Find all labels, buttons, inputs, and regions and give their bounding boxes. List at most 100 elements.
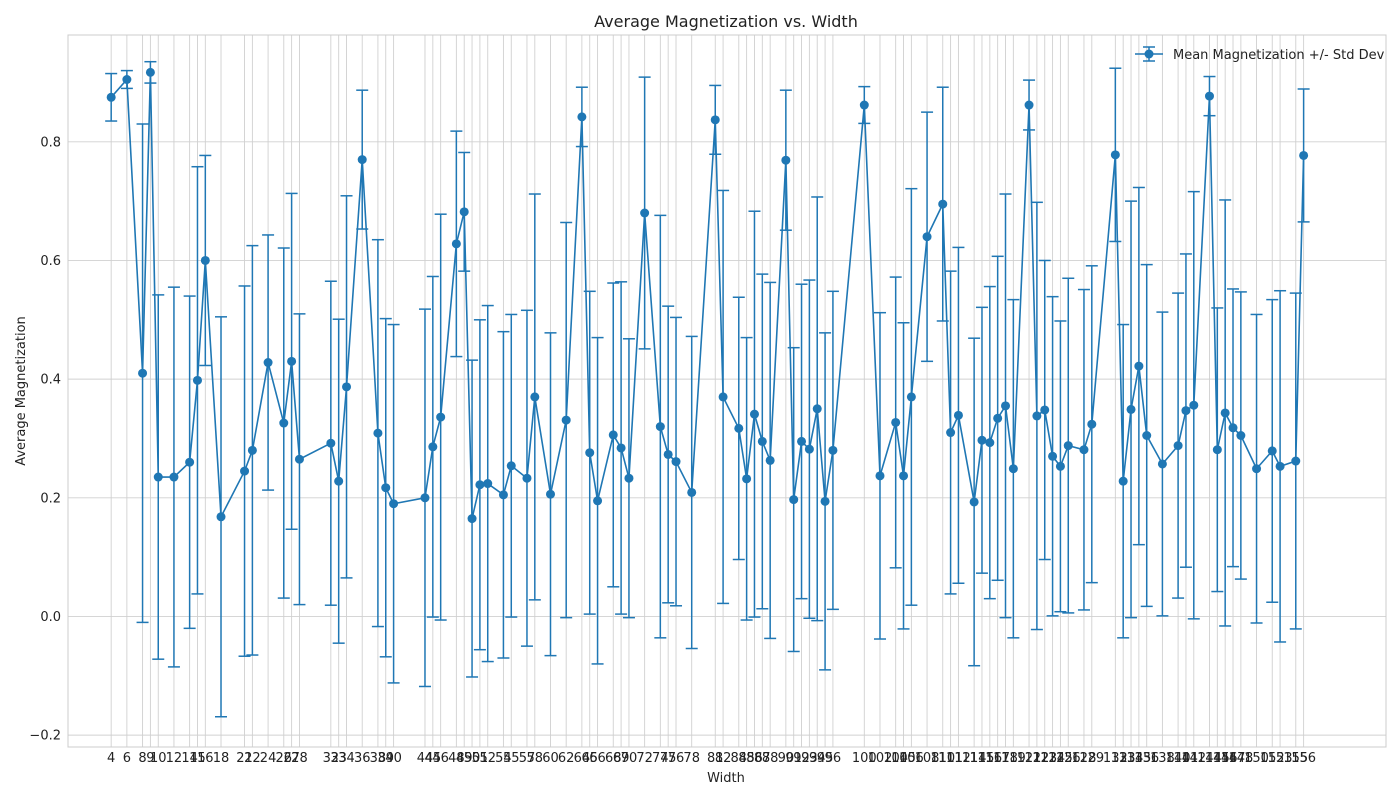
data-point: [757, 436, 767, 446]
legend: Mean Magnetization +/- Std Dev: [1135, 46, 1385, 63]
x-tick-label: 72: [636, 751, 653, 766]
x-tick-label: 141: [1174, 751, 1199, 766]
x-tick-label: 155: [1283, 751, 1308, 766]
x-tick-label: 115: [970, 751, 995, 766]
data-point: [993, 413, 1003, 423]
x-tick-label: 124: [1040, 751, 1065, 766]
x-tick-label: 146: [1213, 751, 1238, 766]
chart-title: Average Magnetization vs. Width: [594, 12, 858, 31]
x-tick-label: 46: [432, 751, 449, 766]
data-point: [1212, 445, 1222, 455]
y-tick-label: −0.2: [29, 729, 61, 744]
x-tick-label: 27: [283, 751, 300, 766]
data-point: [1134, 361, 1144, 371]
x-tick-label: 18: [213, 751, 230, 766]
data-point: [561, 415, 571, 425]
legend-marker-icon: [1144, 49, 1154, 59]
x-tick-label: 82: [715, 751, 732, 766]
data-point: [616, 443, 626, 453]
data-point: [789, 495, 799, 505]
x-tick-label: 62: [558, 751, 575, 766]
data-point: [985, 438, 995, 448]
data-point: [585, 448, 595, 458]
data-point: [216, 512, 226, 522]
x-tick-label: 96: [825, 751, 842, 766]
data-point: [938, 199, 948, 209]
x-tick-label: 75: [660, 751, 677, 766]
data-point: [593, 496, 603, 506]
x-tick-label: 119: [1001, 751, 1026, 766]
data-point: [859, 100, 869, 110]
x-tick-label: 116: [977, 751, 1002, 766]
y-tick-label: 0.2: [40, 491, 61, 506]
x-tick-label: 81: [707, 751, 724, 766]
data-point: [1275, 461, 1285, 471]
x-tick-label: 90: [778, 751, 795, 766]
data-point: [946, 428, 956, 438]
data-point: [742, 474, 752, 484]
x-tick-label: 153: [1268, 751, 1293, 766]
x-tick-label: 121: [1017, 751, 1042, 766]
data-point: [1063, 441, 1073, 451]
data-point: [389, 499, 399, 509]
x-tick-label: 55: [503, 751, 520, 766]
x-tick-label: 91: [785, 751, 802, 766]
data-point: [522, 473, 532, 483]
x-tick-label: 45: [425, 751, 442, 766]
data-point: [812, 404, 822, 414]
x-tick-label: 117: [985, 751, 1010, 766]
x-tick-label: 88: [762, 751, 779, 766]
x-tick-label: 112: [946, 751, 971, 766]
data-point: [1252, 464, 1262, 474]
data-point: [138, 368, 148, 378]
data-point: [781, 155, 791, 165]
data-point: [1048, 451, 1058, 461]
x-tick-label: 66: [589, 751, 606, 766]
x-tick-label: 64: [574, 751, 591, 766]
x-tick-label: 52: [479, 751, 496, 766]
data-point: [663, 449, 673, 459]
y-tick-label: 0.0: [40, 610, 61, 625]
x-tick-label: 38: [370, 751, 387, 766]
x-tick-label: 126: [1056, 751, 1081, 766]
data-point: [294, 454, 304, 464]
x-tick-label: 108: [915, 751, 940, 766]
x-tick-label: 118: [993, 751, 1018, 766]
data-point: [428, 442, 438, 452]
y-tick-label: 0.6: [40, 254, 61, 269]
x-tick-label: 87: [754, 751, 771, 766]
data-point: [169, 472, 179, 482]
y-tick-labels: −0.2 0.0 0.2 0.4 0.6 0.8: [29, 135, 61, 743]
data-point: [326, 438, 336, 448]
data-point: [1236, 431, 1246, 440]
data-point: [436, 412, 446, 422]
data-point: [1001, 401, 1011, 411]
y-axis-label: Average Magnetization: [14, 316, 29, 466]
x-tick-label: 135: [1126, 751, 1151, 766]
data-point: [828, 445, 838, 455]
data-point: [1228, 423, 1238, 433]
x-tick-label: 150: [1244, 751, 1269, 766]
data-point: [875, 471, 885, 481]
data-point: [546, 489, 555, 499]
x-tick-label: 104: [883, 751, 908, 766]
x-tick-label: 74: [652, 751, 669, 766]
x-tick-label: 128: [1072, 751, 1097, 766]
x-tick-label: 78: [683, 751, 700, 766]
x-tick-label: 156: [1291, 751, 1316, 766]
x-tick-label: 49: [456, 751, 473, 766]
data-point: [922, 232, 932, 242]
x-tick-label: 140: [1166, 751, 1191, 766]
data-point: [200, 255, 210, 265]
data-point: [1040, 405, 1050, 415]
x-tick-label: 145: [1205, 751, 1230, 766]
data-point: [357, 155, 367, 165]
data-markers: [106, 67, 1309, 524]
x-tick-label: 147: [1221, 751, 1246, 766]
data-point: [608, 430, 618, 440]
x-tick-label: 32: [323, 751, 340, 766]
x-tick-label: 92: [793, 751, 810, 766]
x-tick-label: 6: [123, 751, 131, 766]
data-point: [1291, 456, 1301, 466]
